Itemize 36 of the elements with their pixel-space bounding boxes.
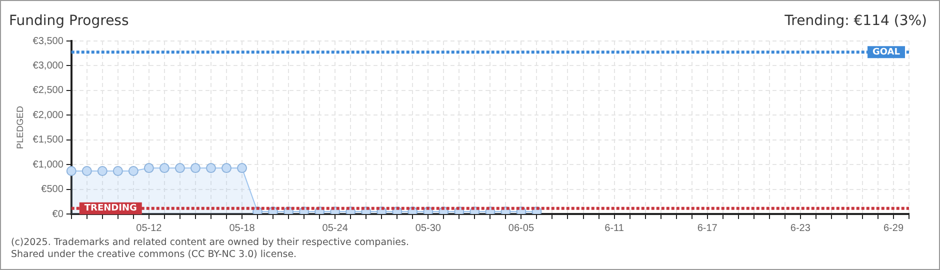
y-tick-label: €2,000	[32, 110, 64, 121]
ref-line-label: TRENDING	[84, 204, 137, 214]
x-tick-label: 6-17	[697, 222, 718, 234]
x-tick-label: 6-23	[790, 222, 811, 234]
x-tick-label: 05-30	[415, 222, 442, 234]
point	[97, 166, 108, 176]
text: Shared under the creative commons (CC BY-NC 3.0) license.	[11, 249, 298, 261]
point	[222, 163, 232, 174]
x-tick-label: 05-18	[229, 222, 256, 234]
y-axis-title: PLEDGED	[14, 105, 25, 150]
y-tick-label: €0	[52, 208, 64, 220]
point	[66, 166, 76, 176]
point	[128, 166, 138, 176]
point	[174, 163, 185, 174]
x-tick-label: 6-29	[883, 222, 904, 234]
x-tick-label: 06-05	[508, 222, 534, 234]
point	[159, 163, 170, 174]
y-tick-label: €3,500	[32, 36, 64, 47]
point	[82, 166, 92, 176]
chart-title: Funding Progress	[9, 13, 129, 29]
point	[237, 163, 248, 174]
y-tick-label: €1,000	[32, 159, 64, 170]
y-tick-label: €3,000	[32, 60, 64, 72]
point	[112, 166, 123, 176]
point	[206, 163, 216, 174]
point	[190, 163, 200, 174]
point	[144, 163, 154, 174]
x-tick-label: 05-12	[136, 222, 162, 234]
x-tick-label: 6-11	[604, 222, 624, 234]
y-tick-label: €500	[41, 184, 64, 196]
text: (c)2025. Trademarks and related content are owned by their respective companies.	[11, 237, 409, 249]
y-tick-label: €1,500	[32, 134, 64, 146]
x-tick-label: 05-24	[322, 222, 348, 234]
ref-line-label: GOAL	[872, 47, 900, 58]
chart-subtitle: Trending: €114 (3%)	[784, 13, 927, 29]
y-tick-label: €2,500	[32, 85, 64, 96]
